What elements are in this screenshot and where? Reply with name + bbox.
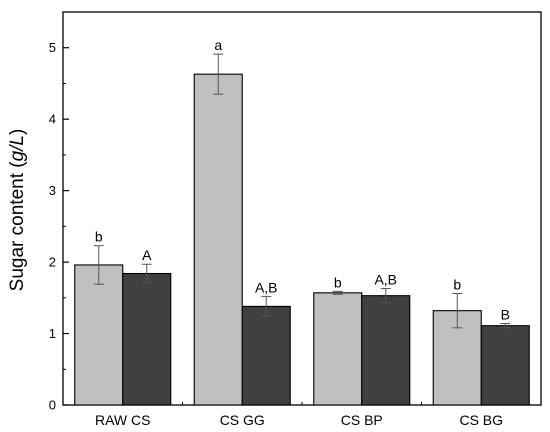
x-tick-label: CS BP	[341, 412, 383, 428]
y-tick-label: 1	[49, 326, 56, 341]
y-tick-label: 0	[49, 398, 56, 413]
significance-label: b	[334, 274, 342, 290]
significance-label: A,B	[374, 272, 397, 288]
y-axis-title: Sugar content (g/L)	[7, 129, 28, 292]
significance-label: b	[95, 229, 103, 245]
significance-labels-layer: b Aa A,B b A,B b B	[95, 37, 510, 322]
bar-series-2	[122, 272, 172, 406]
bar-series-2	[361, 295, 411, 406]
y-tick-label: 4	[49, 112, 56, 127]
y-tick-label: 2	[49, 255, 56, 270]
y-axis-title-suffix: )	[7, 129, 28, 135]
y-axis-title-unit: g/L	[7, 135, 28, 161]
error-bars-layer	[93, 53, 511, 329]
x-tick-label: RAW CS	[95, 412, 150, 428]
bar-series-1	[193, 73, 243, 406]
bar-series-2	[480, 325, 530, 406]
significance-label: A	[142, 247, 152, 263]
y-tick-label: 3	[49, 183, 56, 198]
x-tick-label: CS GG	[220, 412, 265, 428]
bar-series-2	[241, 305, 291, 406]
bar-series-1	[313, 292, 363, 406]
bars-layer	[74, 73, 530, 406]
y-axis-title-prefix: Sugar content (	[7, 161, 28, 292]
bar-series-1	[74, 264, 124, 406]
significance-label: b	[453, 277, 461, 293]
y-tick-label: 5	[49, 40, 56, 55]
significance-label: B	[501, 307, 510, 323]
significance-label: a	[214, 37, 222, 53]
x-tick-label: CS BG	[459, 412, 503, 428]
y-axis: 0 1 2 3 4 5	[49, 40, 69, 413]
significance-label: A,B	[255, 279, 278, 295]
